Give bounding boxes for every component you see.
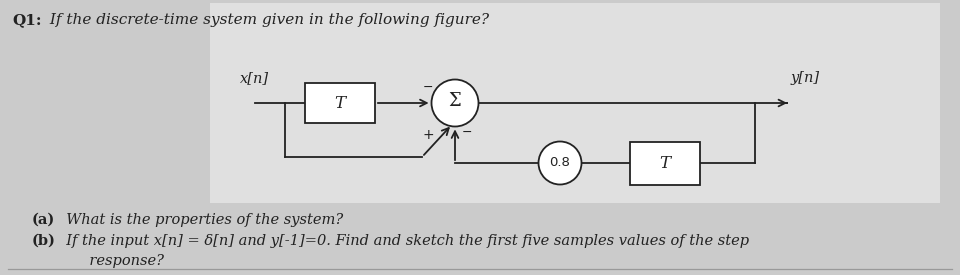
Bar xyxy=(305,83,375,123)
Text: T: T xyxy=(660,155,671,172)
Text: −: − xyxy=(462,126,472,139)
Text: +: + xyxy=(422,128,434,142)
Text: response?: response? xyxy=(57,254,164,268)
Circle shape xyxy=(431,79,478,126)
Text: Q1:: Q1: xyxy=(12,13,41,27)
Text: If the input x[n] = δ[n] and y[-1]=0. Find and sketch the first five samples val: If the input x[n] = δ[n] and y[-1]=0. Fi… xyxy=(57,234,749,248)
Text: y[n]: y[n] xyxy=(790,71,820,85)
Circle shape xyxy=(539,142,582,185)
Text: 0.8: 0.8 xyxy=(549,156,570,169)
Bar xyxy=(210,3,940,203)
Text: (a): (a) xyxy=(32,213,56,227)
Text: Σ: Σ xyxy=(448,92,462,110)
Text: (b): (b) xyxy=(32,234,56,248)
Text: What is the properties of the system?: What is the properties of the system? xyxy=(57,213,344,227)
Text: −: − xyxy=(422,81,433,94)
Text: x[n]: x[n] xyxy=(240,71,270,85)
Bar xyxy=(630,142,700,185)
Text: T: T xyxy=(334,95,346,111)
Text: If the discrete-time system given in the following figure?: If the discrete-time system given in the… xyxy=(45,13,489,27)
